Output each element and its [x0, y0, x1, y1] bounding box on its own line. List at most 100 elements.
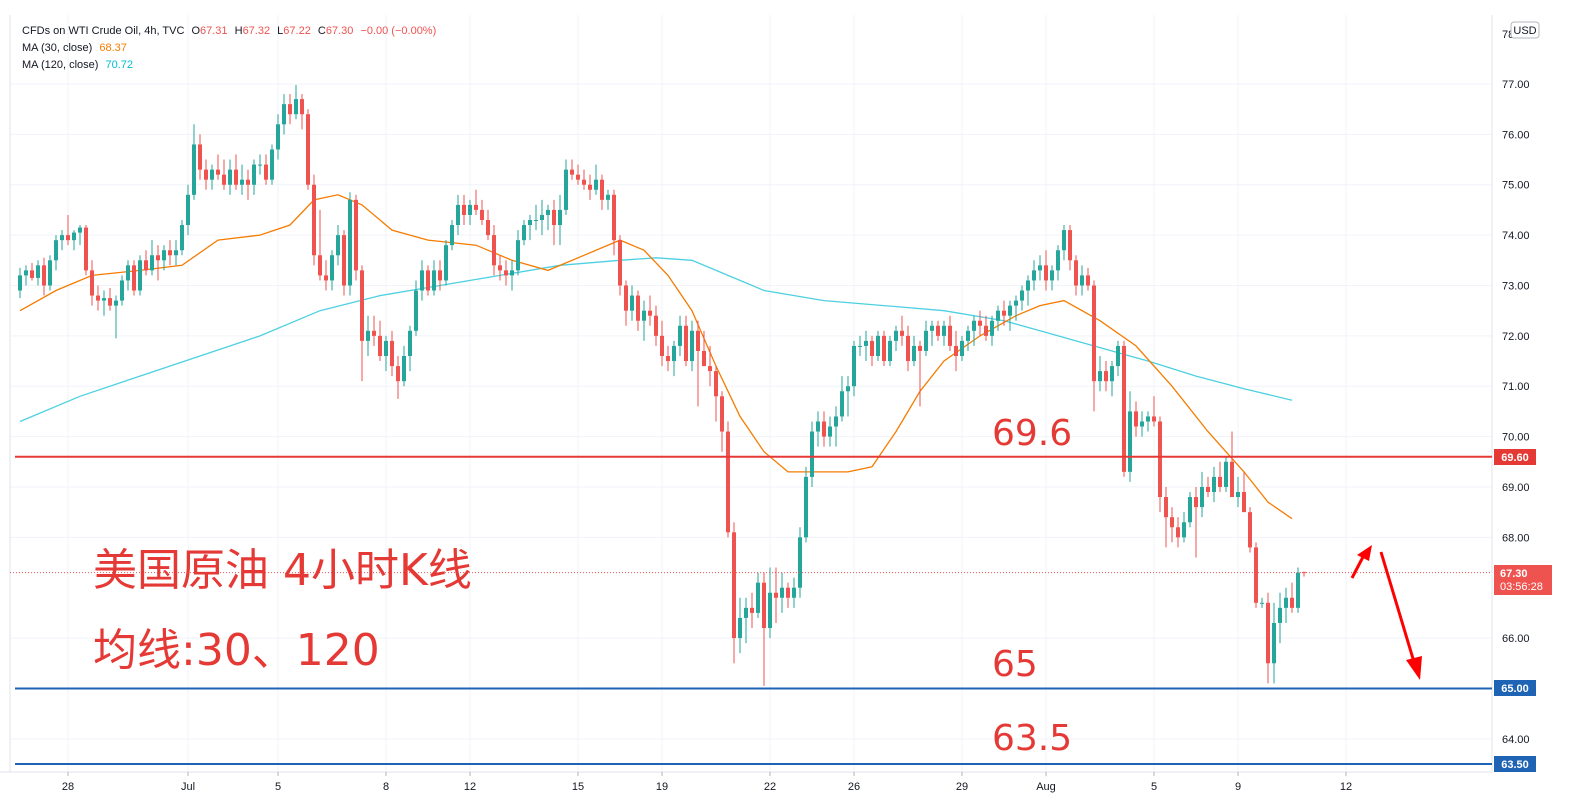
- candle: [1248, 507, 1252, 553]
- candle-body: [468, 204, 472, 215]
- candle: [24, 265, 28, 286]
- candle-body: [246, 179, 250, 185]
- candle: [270, 144, 274, 185]
- candle-body: [486, 220, 490, 236]
- x-tick-label: 8: [383, 781, 389, 793]
- legend[interactable]: CFDs on WTI Crude Oil, 4h, TVC O67.31 H6…: [22, 25, 436, 71]
- candle-body: [822, 421, 826, 437]
- time-axis[interactable]: 28 Jul 5 8 12 15 19 22 26 29 Aug 5 9 12: [62, 772, 1352, 793]
- candle-body: [234, 169, 238, 185]
- candle-body: [876, 335, 880, 356]
- candle-body: [102, 298, 106, 301]
- candle-body: [1176, 527, 1180, 538]
- candle-body: [696, 330, 700, 351]
- candle-body: [528, 220, 532, 226]
- candle-body: [900, 330, 904, 336]
- candle: [414, 280, 418, 336]
- candle: [108, 288, 112, 311]
- annotation-texts: 美国原油 4小时K线 均线:30、120 69.6 65 63.5: [93, 413, 1072, 759]
- candle: [870, 335, 874, 367]
- y-tick-label: 69.00: [1502, 482, 1530, 494]
- candle-body: [210, 169, 214, 180]
- legend-title: CFDs on WTI Crude Oil, 4h, TVC: [22, 25, 184, 37]
- candle-body: [756, 582, 760, 613]
- candle-body: [312, 184, 316, 256]
- legend-l-value: 67.22: [283, 25, 311, 37]
- candle-body: [252, 164, 256, 185]
- candle-body: [324, 275, 328, 281]
- candle: [954, 330, 958, 372]
- candle-body: [552, 209, 556, 226]
- currency-badge[interactable]: USD: [1510, 21, 1540, 39]
- candle: [750, 592, 754, 628]
- candle: [1104, 361, 1108, 392]
- candle-body: [1152, 416, 1156, 422]
- candle: [246, 169, 250, 200]
- candle-body: [942, 325, 946, 336]
- candle: [42, 257, 46, 296]
- candle: [924, 320, 928, 356]
- candle: [516, 230, 520, 276]
- candle: [1260, 597, 1264, 608]
- candle-body: [288, 104, 292, 115]
- candle-body: [972, 320, 976, 331]
- price-axis[interactable]: 77.00 76.00 75.00 74.00 73.00 72.00 71.00 70.00…: [1502, 29, 1530, 746]
- candle-body: [408, 330, 412, 356]
- candle: [456, 194, 460, 236]
- candle: [846, 376, 850, 417]
- candle-body: [1164, 497, 1168, 518]
- candle-body: [786, 587, 790, 598]
- candle: [1044, 250, 1048, 291]
- legend-h-value: 67.32: [243, 25, 271, 37]
- legend-c-value: 67.30: [326, 25, 354, 37]
- candle: [672, 340, 676, 377]
- candle: [792, 577, 796, 608]
- legend-c-label: C: [318, 25, 326, 37]
- candle-body: [72, 232, 76, 241]
- candle-body: [402, 356, 406, 382]
- candle-body: [396, 366, 400, 382]
- candle-body: [588, 184, 592, 190]
- candle: [342, 230, 346, 296]
- candle: [798, 527, 802, 598]
- candle-body: [1116, 345, 1120, 367]
- candle-body: [30, 270, 34, 278]
- candle-body: [204, 169, 208, 180]
- candle: [1092, 280, 1096, 412]
- candle: [480, 199, 484, 226]
- candle: [114, 295, 118, 339]
- candle: [930, 320, 934, 346]
- candle: [972, 315, 976, 346]
- candle: [1242, 471, 1246, 513]
- candle-body: [558, 209, 562, 226]
- candle-body: [342, 235, 346, 286]
- countdown-text: 03:56:28: [1500, 581, 1543, 593]
- candle-body: [120, 280, 124, 301]
- candle-body: [726, 431, 730, 533]
- chart-grid: [10, 15, 1492, 772]
- candle-body: [240, 179, 244, 185]
- candle: [504, 260, 508, 286]
- x-tick-label: 19: [656, 781, 668, 793]
- candle: [420, 260, 424, 301]
- candle-body: [636, 295, 640, 321]
- candle-body: [954, 345, 958, 356]
- candle-body: [1014, 300, 1018, 306]
- candle: [1020, 285, 1024, 311]
- candle-body: [1032, 270, 1036, 281]
- candle-body: [192, 144, 196, 195]
- candle-body: [90, 270, 94, 296]
- candle-body: [1050, 270, 1054, 281]
- x-tick-label: Jul: [181, 781, 195, 793]
- candle-body: [924, 330, 928, 351]
- candle-body: [516, 240, 520, 271]
- candle: [768, 567, 772, 639]
- candle-body: [738, 617, 742, 639]
- candle: [1026, 275, 1030, 306]
- level-lines: [15, 455, 1492, 765]
- candle-body: [450, 225, 454, 246]
- candle-body: [804, 476, 808, 538]
- candle-body: [96, 295, 100, 301]
- candle-body: [504, 270, 508, 276]
